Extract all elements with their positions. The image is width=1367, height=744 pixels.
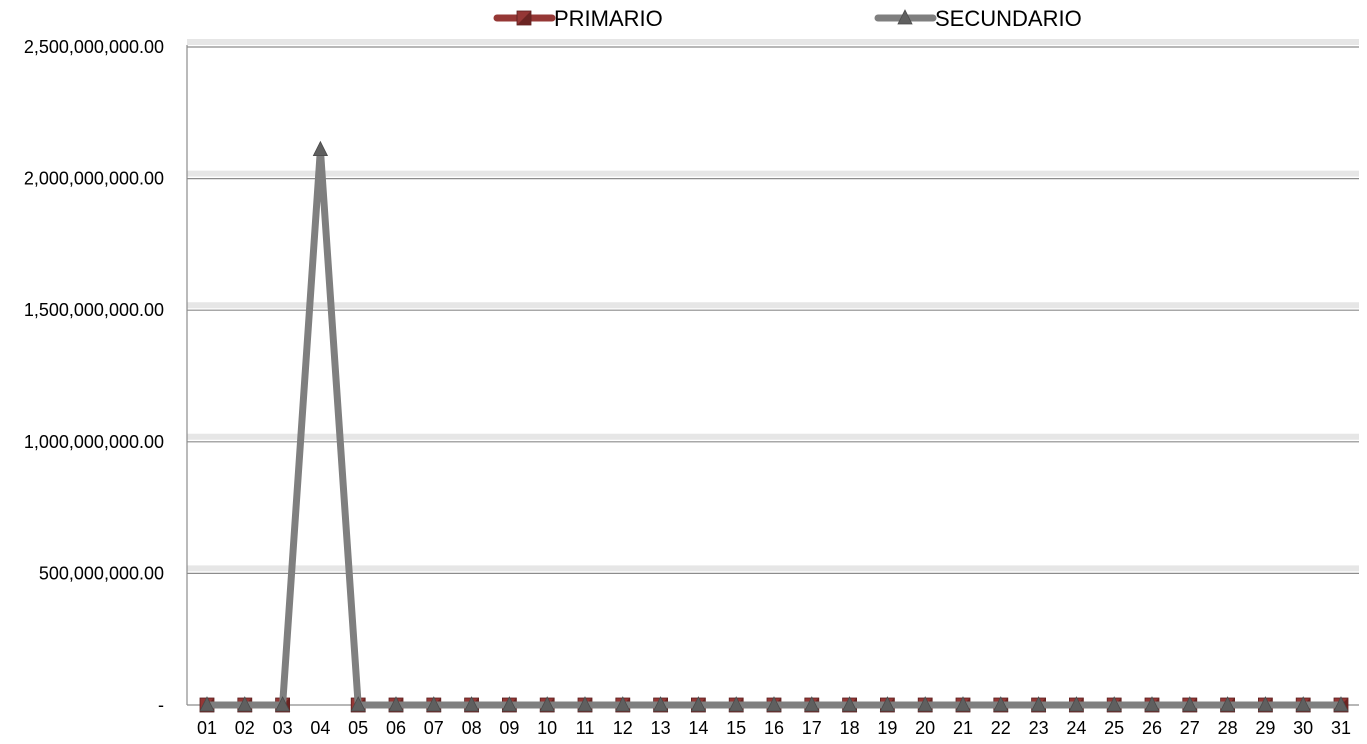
- secundario-point: [426, 696, 442, 712]
- secundario-point: [728, 696, 744, 712]
- y-tick-label: 2,000,000,000.00: [24, 169, 164, 189]
- x-tick-label: 30: [1293, 718, 1313, 738]
- secundario-point: [312, 140, 329, 157]
- x-tick-label: 21: [953, 718, 973, 738]
- x-tick-label: 05: [348, 718, 368, 738]
- axes: [186, 45, 1359, 706]
- x-tick-label: 20: [915, 718, 935, 738]
- legend-item-secundario: SECUNDARIO: [874, 6, 1082, 31]
- x-tick-label: 14: [688, 718, 708, 738]
- secundario-point: [350, 696, 366, 712]
- x-tick-label: 23: [1029, 718, 1049, 738]
- x-tick-label: 17: [802, 718, 822, 738]
- x-tick-label: 24: [1066, 718, 1086, 738]
- y-tick-label: 500,000,000.00: [39, 563, 164, 583]
- secundario-point: [841, 696, 858, 712]
- secundario-point: [199, 696, 215, 712]
- x-tick-label: 01: [197, 718, 217, 738]
- secundario-point: [1068, 696, 1085, 712]
- secundario-point: [1030, 696, 1047, 712]
- grid-lines: [187, 39, 1359, 575]
- x-tick-label: 13: [651, 718, 671, 738]
- series: [199, 140, 1349, 713]
- y-tick-label: 1,500,000,000.00: [24, 300, 164, 320]
- secundario-point: [766, 696, 782, 712]
- secundario-point: [955, 696, 971, 712]
- secundario-point: [1295, 696, 1311, 712]
- x-tick-label: 09: [499, 718, 519, 738]
- legend: PRIMARIO SECUNDARIO: [493, 6, 1082, 31]
- x-tick-label: 08: [462, 718, 482, 738]
- legend-label: PRIMARIO: [554, 6, 663, 31]
- secundario-point: [897, 9, 913, 25]
- x-tick-label: 26: [1142, 718, 1162, 738]
- x-tick-label: 06: [386, 718, 406, 738]
- x-tick-label: 27: [1180, 718, 1200, 738]
- secundario-point: [804, 696, 820, 712]
- x-tick-label: 22: [991, 718, 1011, 738]
- secundario-point: [879, 696, 896, 712]
- y-tick-label: 1,000,000,000.00: [24, 432, 164, 452]
- x-tick-label: 07: [424, 718, 444, 738]
- secundario-point: [539, 696, 555, 712]
- secundario-point: [690, 696, 707, 712]
- y-tick-label: 2,500,000,000.00: [24, 37, 164, 57]
- secundario-point: [1257, 696, 1274, 712]
- secundario-point: [463, 696, 480, 712]
- x-tick-label: 10: [537, 718, 557, 738]
- x-tick-label: 28: [1218, 718, 1238, 738]
- primario-point-shade: [517, 11, 531, 25]
- x-tick-label: 15: [726, 718, 746, 738]
- x-tick-labels: 01 02 03 04 05 06 07 08 09 10 11 12 13 14 15 16 17 18 19 20…: [197, 718, 1351, 738]
- secundario-point: [388, 696, 404, 712]
- series-secundario: [199, 140, 1349, 712]
- secundario-point: [501, 696, 518, 712]
- secundario-point: [577, 696, 593, 712]
- x-tick-label: 19: [877, 718, 897, 738]
- secundario-point: [615, 696, 631, 712]
- secundario-point: [237, 696, 253, 712]
- x-tick-label: 04: [310, 718, 330, 738]
- series-line-secundario: [207, 149, 1341, 709]
- y-tick-label: -: [158, 695, 164, 715]
- x-tick-label: 12: [613, 718, 633, 738]
- y-tick-labels: - 500,000,000.00 1,000,000,000.00 1,500,000…: [24, 37, 164, 715]
- secundario-point: [993, 696, 1009, 712]
- legend-item-primario: PRIMARIO: [493, 6, 663, 31]
- secundario-point: [1106, 696, 1122, 712]
- x-tick-label: 16: [764, 718, 784, 738]
- secundario-point: [652, 696, 669, 712]
- x-tick-label: 02: [235, 718, 255, 738]
- x-tick-label: 29: [1255, 718, 1275, 738]
- secundario-point: [1182, 696, 1198, 712]
- secundario-point: [917, 696, 933, 712]
- secundario-point: [1333, 696, 1349, 712]
- secundario-point: [1144, 696, 1160, 712]
- x-tick-label: 11: [576, 718, 595, 738]
- x-tick-label: 18: [840, 718, 860, 738]
- legend-label: SECUNDARIO: [935, 6, 1082, 31]
- secundario-point: [274, 696, 291, 712]
- x-tick-label: 25: [1104, 718, 1124, 738]
- x-tick-label: 31: [1331, 718, 1351, 738]
- secundario-point: [1219, 696, 1236, 712]
- x-tick-label: 03: [273, 718, 293, 738]
